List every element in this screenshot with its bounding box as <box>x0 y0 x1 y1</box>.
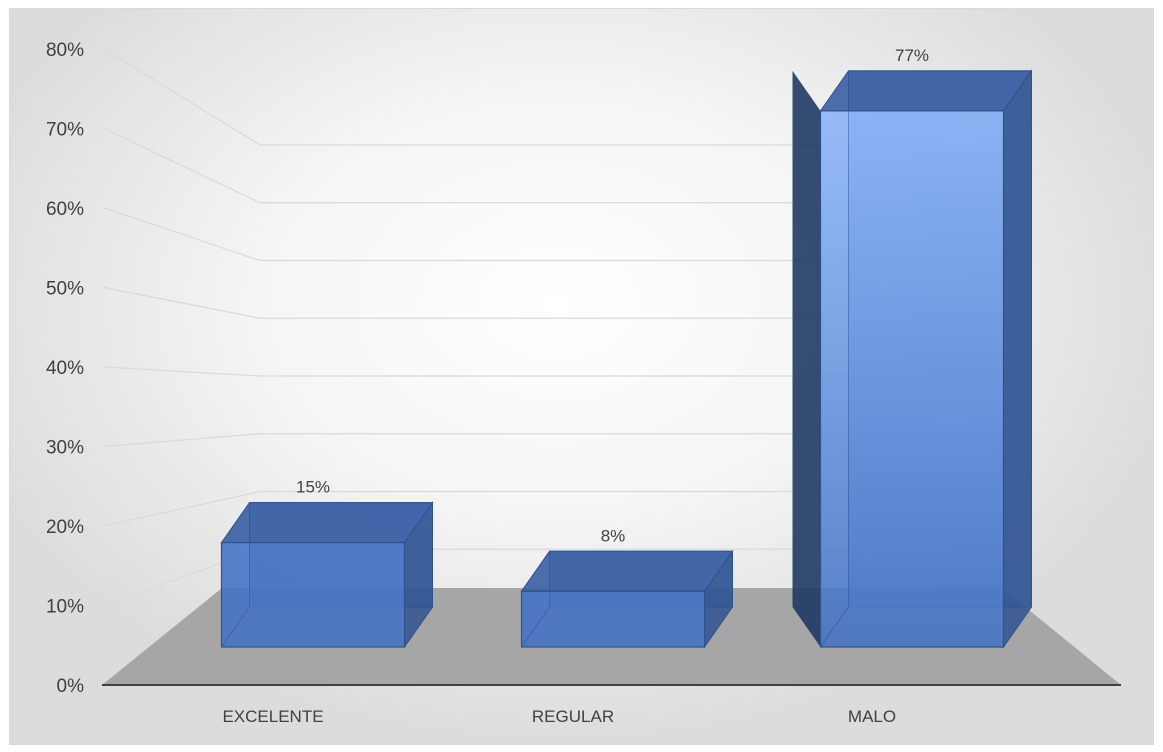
bar-front-face <box>220 541 406 648</box>
bar-top-face <box>819 70 1033 112</box>
x-tick-label: EXCELENTE <box>222 707 323 726</box>
data-label: 77% <box>895 46 929 65</box>
bars <box>220 69 1033 649</box>
y-tick-label: 10% <box>46 597 84 618</box>
y-tick-label: 40% <box>46 358 84 379</box>
y-tick-label: 70% <box>46 120 84 141</box>
bar-edge <box>521 606 550 648</box>
y-tick-label: 50% <box>46 279 84 300</box>
gridline-side <box>103 207 261 262</box>
bar-left-face <box>792 70 821 647</box>
bar-malo <box>792 69 1033 649</box>
gridline-side <box>103 48 261 146</box>
bar-top-face <box>520 550 734 592</box>
gridline-side <box>103 286 261 319</box>
bar-top-face <box>220 502 434 544</box>
bar-edge <box>221 606 250 648</box>
y-tick-label: 20% <box>46 517 84 538</box>
bar-edge <box>820 606 849 648</box>
data-label: 8% <box>601 526 626 545</box>
gridline-side <box>103 366 261 377</box>
bar-front-face <box>520 590 706 648</box>
gridline-side <box>103 490 261 527</box>
y-tick-label: 30% <box>46 438 84 459</box>
data-labels: 15% 8% 77% <box>296 46 929 545</box>
bar-excelente <box>220 500 434 649</box>
y-tick-label: 80% <box>46 40 84 61</box>
y-axis-ticks: 0% 10% 20% 30% 40% 50% 60% 70% 80% <box>46 40 84 697</box>
x-tick-label: REGULAR <box>532 707 614 726</box>
gridline-side <box>103 127 261 204</box>
x-tick-label: MALO <box>848 707 896 726</box>
x-axis-ticks: EXCELENTE REGULAR MALO <box>222 707 896 726</box>
gridline-side <box>103 433 261 448</box>
bar-side-face <box>1003 69 1032 649</box>
data-label: 15% <box>296 478 330 497</box>
y-tick-label: 60% <box>46 199 84 220</box>
bar-regular <box>520 549 734 649</box>
bar-front-face <box>819 110 1005 648</box>
y-tick-label: 0% <box>57 676 85 697</box>
